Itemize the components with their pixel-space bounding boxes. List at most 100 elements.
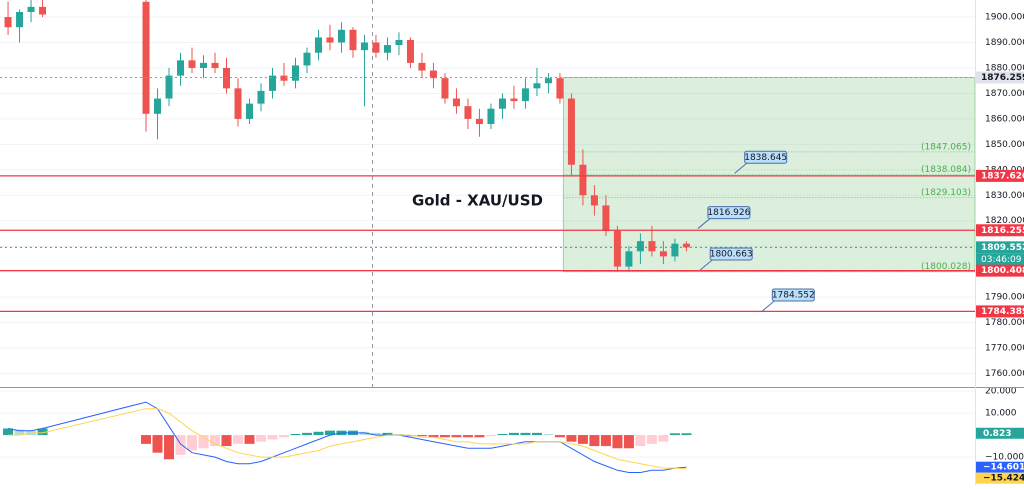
- candle-body: [579, 164, 587, 196]
- histogram-bar: [3, 428, 14, 436]
- histogram-bar: [278, 435, 289, 438]
- histogram-bar: [301, 432, 312, 436]
- histogram-bar: [451, 435, 462, 438]
- candle-body: [39, 6, 47, 15]
- callout-box: [707, 206, 751, 220]
- candle-body: [337, 29, 345, 43]
- histogram-bar: [439, 435, 450, 438]
- callout-label: 1800.663: [710, 249, 753, 259]
- histogram-bar: [405, 435, 416, 437]
- candle-body: [165, 75, 173, 99]
- candle-body: [280, 75, 288, 81]
- histogram-bar: [531, 432, 542, 436]
- histogram-bar: [244, 435, 255, 444]
- candle-body: [200, 62, 208, 68]
- histogram-bar: [658, 435, 669, 442]
- candle-body: [326, 37, 334, 43]
- histogram-bar: [267, 435, 278, 440]
- y-tick-label: 1900.000: [985, 13, 1024, 23]
- candle-body: [349, 29, 357, 51]
- fib-label: (1847.065): [921, 142, 971, 152]
- histogram-bar: [474, 435, 485, 438]
- y-tick-label: 1880.000: [985, 63, 1024, 73]
- countdown-label: 03:46:09: [981, 255, 1022, 265]
- candle-body: [395, 39, 403, 46]
- y-tick-label: 1770.000: [985, 344, 1024, 354]
- candle-body: [567, 98, 575, 165]
- histogram-bar: [635, 435, 646, 447]
- indicator-tag: [976, 472, 1024, 484]
- candle-body: [291, 65, 299, 81]
- y-tick-label: 1850.000: [985, 140, 1024, 150]
- price-tag: [976, 241, 1024, 254]
- histogram-bar: [14, 429, 25, 436]
- macd-pane: [0, 390, 975, 473]
- callout-box: [709, 247, 753, 261]
- histogram-bar: [520, 432, 531, 436]
- price-tag: [976, 264, 1024, 277]
- y-tick-label: 1890.000: [985, 38, 1024, 48]
- candle-body: [625, 251, 633, 267]
- candle-body: [602, 205, 610, 231]
- histogram-bar: [485, 435, 496, 437]
- price-tag-label: 1784.389: [981, 307, 1024, 317]
- candle-body: [188, 60, 196, 68]
- price-tag-label: 1816.255: [981, 226, 1024, 236]
- histogram-bar: [324, 430, 335, 436]
- y-tick-label: 1870.000: [985, 89, 1024, 99]
- candle-body: [27, 6, 35, 12]
- histogram-bar: [210, 435, 221, 447]
- y-tick-label: −10.000: [985, 453, 1024, 463]
- candle-body: [510, 98, 518, 102]
- y-tick-label: 1860.000: [985, 114, 1024, 124]
- indicator-tag-label: −15.424: [983, 474, 1024, 484]
- candle-body: [383, 45, 391, 53]
- candle-body: [154, 98, 162, 114]
- indicator-tag: [976, 427, 1024, 439]
- y-tick-label: 1790.000: [985, 293, 1024, 303]
- y-tick-label: 1760.000: [985, 369, 1024, 379]
- histogram-bar: [416, 435, 427, 437]
- chart-title: Gold - XAU/USD: [412, 192, 543, 210]
- candle-body: [418, 62, 426, 71]
- price-tag-label: 1809.552: [981, 243, 1024, 253]
- histogram-bar: [669, 433, 680, 436]
- histogram-bar: [462, 435, 473, 438]
- y-tick-label: 20.000: [985, 387, 1017, 397]
- price-tag-label: 1837.620: [981, 171, 1024, 181]
- histogram-bar: [382, 432, 393, 436]
- candle-body: [613, 230, 621, 267]
- histogram-bar: [393, 433, 404, 436]
- histogram-bar: [612, 435, 623, 449]
- histogram-bar: [187, 435, 198, 451]
- price-tag: [976, 224, 1024, 237]
- candle-body: [429, 70, 437, 79]
- candle-body: [268, 75, 276, 91]
- candle-body: [177, 60, 185, 76]
- y-tick-label: 1830.000: [985, 191, 1024, 201]
- indicator-tag-label: 0.823: [983, 429, 1011, 439]
- price-tag: [976, 71, 1024, 84]
- histogram-bar: [623, 435, 634, 449]
- histogram-bar: [428, 435, 439, 438]
- candle-body: [682, 243, 690, 248]
- histogram-bar: [141, 435, 152, 444]
- candle-body: [671, 243, 679, 257]
- histogram-bar: [497, 433, 508, 436]
- callout-box: [771, 288, 815, 302]
- histogram-bar: [543, 433, 554, 436]
- candle-body: [533, 83, 541, 89]
- fib-label: (1829.103): [921, 188, 971, 198]
- candle-body: [234, 88, 242, 119]
- histogram-bar: [198, 435, 209, 449]
- candle-body: [245, 103, 253, 119]
- histogram-bar: [681, 433, 692, 436]
- histogram-bar: [37, 428, 48, 436]
- histogram-bar: [359, 431, 370, 436]
- target-zone: [562, 77, 975, 273]
- histogram-bar: [600, 435, 611, 447]
- histogram-bar: [221, 435, 232, 447]
- fib-label: (1838.084): [921, 165, 971, 175]
- candle-body: [487, 108, 495, 124]
- price-axis: 1760.0001770.0001780.0001790.0001800.000…: [976, 13, 1024, 484]
